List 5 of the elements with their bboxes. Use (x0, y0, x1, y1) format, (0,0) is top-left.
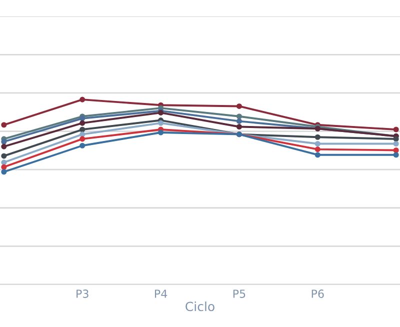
x-tick-label: P6 (312, 290, 324, 298)
x-tick-label: P3 (76, 290, 88, 298)
x-tick-label: P4 (154, 290, 168, 298)
x-axis-title: Ciclo (186, 301, 214, 312)
x-tick-label: P5 (233, 290, 246, 298)
